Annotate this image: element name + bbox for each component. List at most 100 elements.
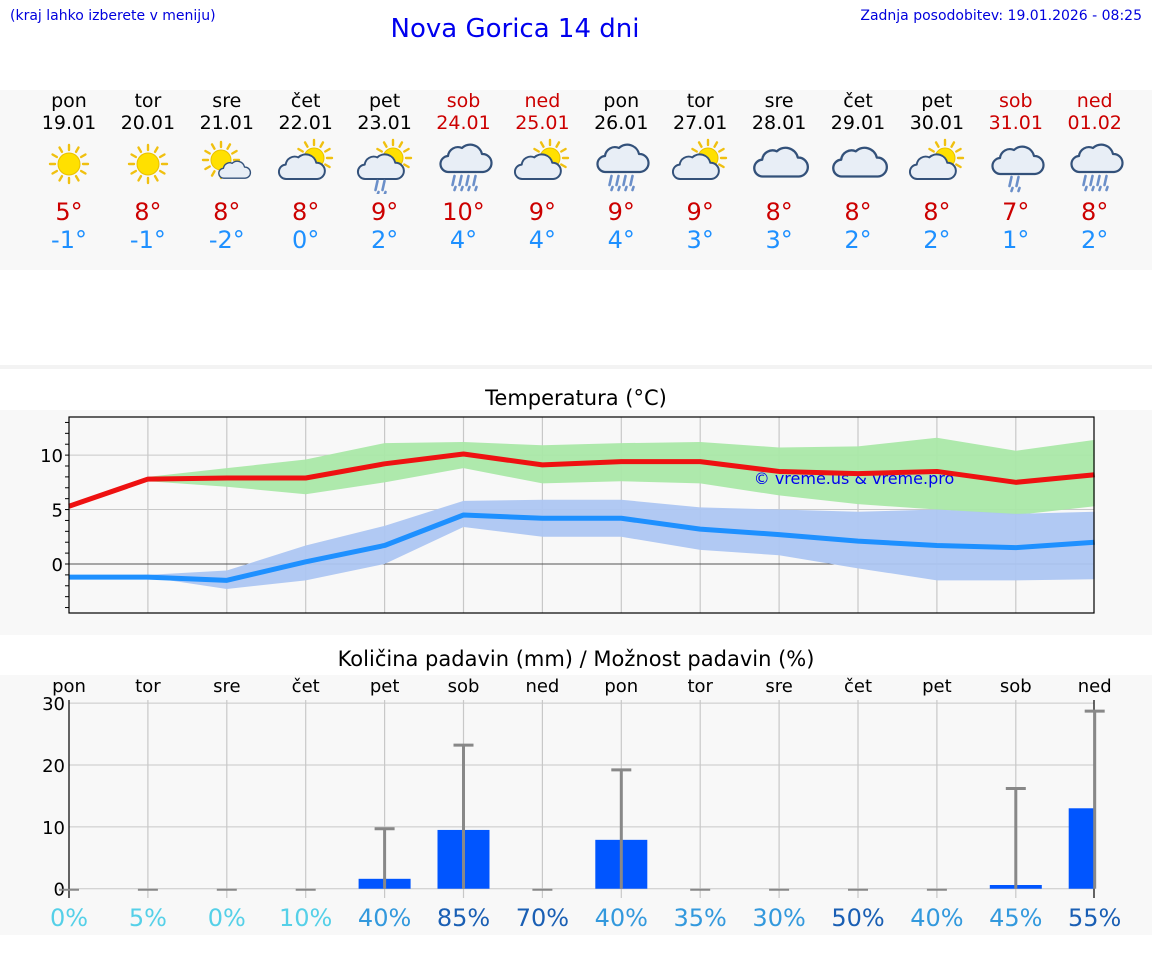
weather-icon [908,138,965,180]
temperature-chart-title: Temperatura (°C) [485,386,667,410]
x-category-label: pet [922,676,952,697]
y-tick-label: 30 [42,694,65,715]
cloud-icon [672,153,721,180]
weather-icon-box [267,134,345,194]
last-update: Zadnja posodobitev: 19.01.2026 - 08:25 [860,8,1142,24]
x-category-label: sob [1000,676,1032,697]
day-column: pon 26.01 9° 4° [582,90,660,254]
weather-icon-box [819,134,897,194]
day-name: pon [603,90,640,112]
sun-icon [48,143,90,185]
day-date: 31.01 [988,112,1043,134]
day-column: ned 25.01 9° 4° [503,90,581,254]
day-column: sob 24.01 10° 4° [425,90,503,254]
plot-frame [68,416,1095,614]
day-name: sre [764,90,794,112]
max-temperature: 9° [528,198,557,226]
x-category-label: pon [604,676,638,697]
x-category-label: sob [448,676,480,697]
day-column: pet 23.01 9° 2° [346,90,424,254]
day-date: 24.01 [436,112,491,134]
weather-icon-box [188,134,266,194]
menu-hint[interactable]: (kraj lahko izberete v meniju) [10,8,216,24]
day-date: 29.01 [830,112,886,134]
day-name: pet [368,90,401,112]
day-name: sob [446,90,481,112]
max-temperature: 8° [213,198,241,226]
day-date: 30.01 [909,112,965,134]
min-temperature: 3° [686,226,714,254]
y-tick-label: 20 [42,756,65,777]
day-name: sob [999,90,1033,112]
day-date: 19.01 [41,112,97,134]
weather-icon [356,138,412,197]
rain-icon [373,179,387,197]
precipitation-probability-label: 5% [129,904,167,932]
day-column: tor 20.01 8° -1° [109,90,187,254]
precipitation-probability-label: 0% [50,904,88,932]
max-temperature: 8° [765,198,793,226]
weather-icon [127,143,169,185]
sun-icon [127,143,169,185]
day-column: pon 19.01 5° -1° [30,90,108,254]
max-temperature: 8° [923,198,951,226]
precipitation-chart-title: Količina padavin (mm) / Možnost padavin … [337,647,815,671]
day-name: pet [921,90,953,112]
y-tick-label: 0 [52,555,63,576]
min-temperature-band [69,499,1095,590]
precipitation-probability-label: 0% [208,904,246,932]
cloud-icon [514,153,563,180]
forecast-days-band [0,90,1152,270]
precipitation-probability-label: 35% [674,904,727,932]
day-name: tor [686,90,714,112]
min-temperature: 1° [1002,226,1030,254]
cloud-icon [596,143,650,174]
weather-icon-box [346,134,424,197]
day-date: 23.01 [357,112,412,134]
day-column: pet 30.01 8° 2° [898,90,976,254]
max-temperature: 8° [134,198,162,226]
weather-icon [438,143,493,192]
day-column: tor 27.01 9° 3° [661,90,739,254]
y-tick-label: 5 [52,501,63,522]
day-date: 20.01 [120,112,176,134]
max-temperature-band [69,437,1095,515]
cloud-icon [277,153,326,180]
weather-icon-box [109,134,187,194]
max-temperature: 8° [844,198,872,226]
x-category-label: tor [687,676,713,697]
x-category-label: sre [213,676,240,697]
page-title: Nova Gorica 14 dni [390,14,640,44]
day-date: 27.01 [672,112,728,134]
x-category-label: pet [370,676,400,697]
min-temperature: 0° [292,226,320,254]
cloud-icon [908,153,957,180]
day-date: 28.01 [751,112,807,134]
precipitation-probability-label: 40% [595,904,648,932]
day-date: 25.01 [515,112,570,134]
day-column: sob 31.01 7° 1° [977,90,1055,254]
weather-icon-box [503,134,581,194]
precipitation-probability-label: 40% [910,904,963,932]
rain-icon [450,174,478,192]
weather-icon-box [661,134,739,194]
x-category-label: sre [765,676,792,697]
precipitation-band [0,675,1152,935]
cloud-icon [356,153,405,180]
cloud-icon [217,160,251,179]
day-name: čet [843,90,873,112]
weather-icon [514,138,570,180]
max-temperature: 8° [292,198,320,226]
day-column: sre 28.01 8° 3° [740,90,818,254]
max-temperature: 10° [442,198,485,226]
weather-icon [753,146,810,178]
weather-icon-box [898,134,976,194]
min-temperature: 4° [449,226,478,254]
weather-icon [48,143,90,185]
weather-icon [672,138,728,180]
max-temperature: 8° [1081,198,1109,226]
cloud-icon [832,146,888,178]
min-temperature: 4° [607,226,635,254]
max-temperature: 9° [686,198,714,226]
